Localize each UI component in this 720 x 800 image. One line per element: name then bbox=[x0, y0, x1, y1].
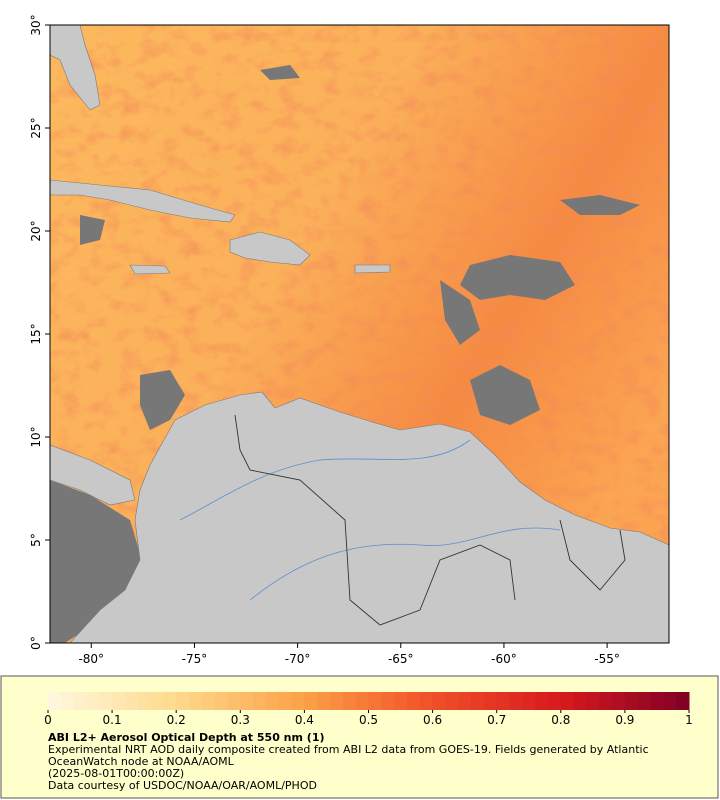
colorbar-cell bbox=[599, 692, 613, 710]
colorbar-cell bbox=[496, 692, 511, 710]
caption-date: (2025-08-01T00:00:00Z) bbox=[48, 767, 185, 780]
y-tick-label: 25° bbox=[29, 117, 43, 138]
caption-credit: Data courtesy of USDOC/NOAA/OAR/AOML/PHO… bbox=[48, 779, 317, 792]
colorbar-cell bbox=[201, 692, 216, 710]
colorbar-tick-label: 0.7 bbox=[487, 713, 506, 727]
x-tick-label: -65° bbox=[388, 652, 414, 666]
colorbar-cell bbox=[394, 692, 408, 710]
colorbar-cell bbox=[381, 692, 395, 710]
colorbar-tick-label: 0.8 bbox=[551, 713, 570, 727]
colorbar-cell bbox=[253, 692, 267, 710]
colorbar-cell bbox=[676, 692, 690, 710]
x-tick-label: -70° bbox=[285, 652, 311, 666]
land bbox=[50, 25, 669, 643]
y-tick-label: 30° bbox=[29, 14, 43, 35]
colorbar-cell bbox=[176, 692, 190, 710]
colorbar-cell bbox=[189, 692, 203, 710]
x-tick-label: -75° bbox=[182, 652, 208, 666]
colorbar-cell bbox=[150, 692, 164, 710]
caption-title: ABI L2+ Aerosol Optical Depth at 550 nm … bbox=[48, 731, 325, 744]
colorbar-tick-label: 0.5 bbox=[359, 713, 378, 727]
x-tick-label: -60° bbox=[491, 652, 517, 666]
colorbar-cell bbox=[317, 692, 331, 710]
colorbar-tick-label: 0.2 bbox=[167, 713, 186, 727]
y-tick-label: 20° bbox=[29, 220, 43, 241]
y-tick-label: 0° bbox=[29, 636, 43, 650]
colorbar-tick-label: 0.4 bbox=[295, 713, 314, 727]
colorbar-cell bbox=[304, 692, 318, 710]
colorbar-cell bbox=[278, 692, 293, 710]
colorbar-tick-label: 0.1 bbox=[103, 713, 122, 727]
colorbar-cell bbox=[483, 692, 498, 710]
colorbar-cell bbox=[86, 692, 100, 710]
colorbar-cell bbox=[471, 692, 485, 710]
caption: ABI L2+ Aerosol Optical Depth at 550 nm … bbox=[48, 732, 688, 792]
colorbar-cell bbox=[522, 692, 536, 710]
y-tick-label: 10° bbox=[29, 426, 43, 447]
colorbar-cell bbox=[650, 692, 664, 710]
y-tick-label: 5° bbox=[29, 533, 43, 547]
colorbar-cell bbox=[586, 692, 600, 710]
colorbar-cell bbox=[342, 692, 357, 710]
colorbar-cell bbox=[124, 692, 139, 710]
colorbar: 0 0.1 0.2 0.3 0.4 0.5 0.6 0.7 0.8 0.9 1 bbox=[44, 692, 693, 727]
colorbar-cell bbox=[612, 692, 626, 710]
colorbar-cell bbox=[560, 692, 575, 710]
y-tick-label: 15° bbox=[29, 323, 43, 344]
colorbar-cell bbox=[458, 692, 472, 710]
x-tick-label: -55° bbox=[594, 652, 620, 666]
colorbar-cell bbox=[265, 692, 280, 710]
colorbar-cell bbox=[291, 692, 305, 710]
colorbar-tick-label: 1 bbox=[685, 713, 693, 727]
colorbar-cell bbox=[419, 692, 434, 710]
colorbar-cell bbox=[73, 692, 87, 710]
colorbar-cell bbox=[355, 692, 369, 710]
colorbar-cell bbox=[406, 692, 421, 710]
colorbar-cell bbox=[163, 692, 177, 710]
colorbar-cell bbox=[99, 692, 113, 710]
colorbar-cell bbox=[227, 692, 241, 710]
caption-description: Experimental NRT AOD daily composite cre… bbox=[48, 743, 649, 768]
colorbar-cell bbox=[60, 692, 75, 710]
colorbar-cell bbox=[330, 692, 344, 710]
colorbar-tick-label: 0 bbox=[44, 713, 52, 727]
colorbar-cell bbox=[663, 692, 677, 710]
colorbar-cell bbox=[547, 692, 562, 710]
rivers bbox=[179, 439, 561, 601]
colorbar-cell bbox=[573, 692, 587, 710]
colorbar-cell bbox=[112, 692, 126, 710]
borders bbox=[234, 414, 626, 626]
colorbar-cell bbox=[368, 692, 382, 710]
colorbar-cell bbox=[432, 692, 446, 710]
x-tick-label: -80° bbox=[78, 652, 104, 666]
colorbar-tick-label: 0.9 bbox=[615, 713, 634, 727]
colorbar-cell bbox=[214, 692, 228, 710]
colorbar-cell bbox=[509, 692, 523, 710]
colorbar-cell bbox=[535, 692, 549, 710]
no-data-clouds bbox=[50, 65, 640, 643]
colorbar-cell bbox=[445, 692, 459, 710]
colorbar-cell bbox=[137, 692, 152, 710]
colorbar-cell bbox=[624, 692, 639, 710]
colorbar-tick-label: 0.3 bbox=[231, 713, 250, 727]
map-area bbox=[50, 25, 669, 643]
colorbar-cell bbox=[48, 692, 62, 710]
colorbar-cell bbox=[637, 692, 652, 710]
colorbar-tick-label: 0.6 bbox=[423, 713, 442, 727]
colorbar-cell bbox=[240, 692, 254, 710]
